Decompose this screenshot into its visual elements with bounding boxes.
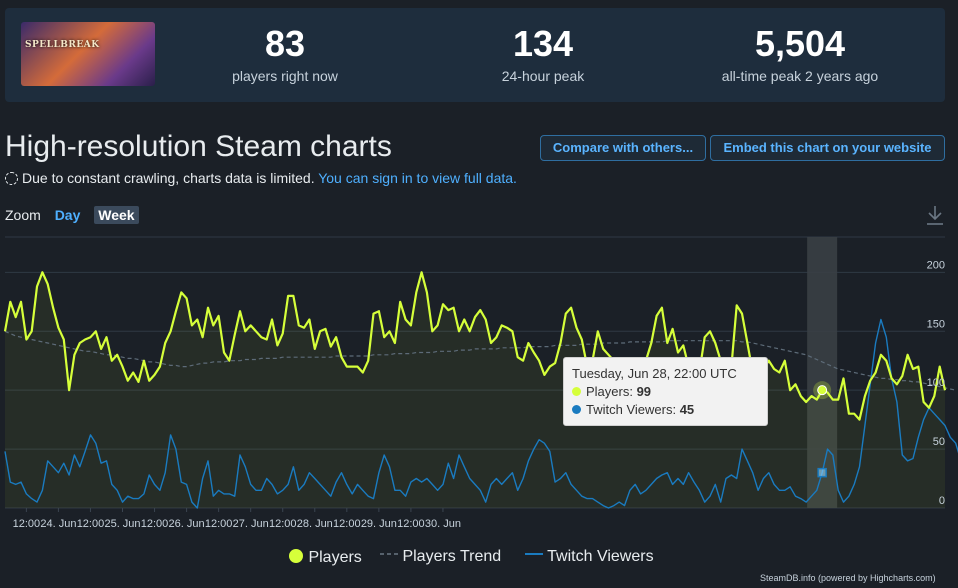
- players-line[interactable]: [3, 271, 947, 421]
- legend-trend-label: Players Trend: [402, 548, 502, 565]
- y-tick-label: 0: [939, 495, 945, 507]
- peak-24h-label: 24-hour peak: [501, 68, 585, 84]
- x-tick-label: 12:00: [205, 518, 233, 530]
- tooltip-twitch-label: Twitch Viewers:: [586, 402, 680, 417]
- tooltip-twitch-value: 45: [679, 402, 695, 417]
- data-limited-notice: Due to constant crawling, charts data is…: [5, 170, 517, 186]
- zoom-day-button[interactable]: Day: [54, 207, 81, 223]
- y-tick-label: 50: [933, 436, 945, 448]
- players-now-label: players right now: [232, 68, 338, 84]
- trend-legend-line-icon: [380, 553, 398, 555]
- loading-circle-icon: [5, 172, 18, 185]
- players-dot-icon: [572, 387, 581, 396]
- players-now-stat: 83 players right now: [205, 23, 365, 85]
- twitch-viewers-line[interactable]: [4, 318, 958, 509]
- players-area: [5, 272, 945, 508]
- page-title: High-resolution Steam charts: [5, 130, 392, 163]
- players-now-value: 83: [264, 23, 306, 64]
- peak-24h-value: 134: [512, 23, 574, 64]
- legend-twitch-label: Twitch Viewers: [547, 548, 654, 565]
- all-time-peak-value: 5,504: [754, 23, 846, 64]
- game-thumbnail[interactable]: SPELLBREAK: [21, 22, 155, 86]
- x-tick-label: 12:00: [269, 518, 297, 530]
- players-hover-point[interactable]: [817, 385, 828, 396]
- zoom-week-button[interactable]: Week: [94, 206, 139, 224]
- zoom-control: Zoom Day Week: [5, 206, 139, 224]
- tooltip-title: Tuesday, Jun 28, 22:00 UTC: [572, 366, 737, 381]
- x-tick-label: 27. Jun: [233, 518, 269, 530]
- game-logo-text: SPELLBREAK: [25, 40, 100, 50]
- chart-credit[interactable]: SteamDB.info (powered by Highcharts.com): [760, 573, 936, 583]
- twitch-hover-point[interactable]: [817, 467, 827, 478]
- legend-players-trend[interactable]: Players Trend: [380, 548, 501, 566]
- tooltip-players-label: Players:: [586, 384, 637, 399]
- y-tick-label: 150: [927, 318, 945, 330]
- x-tick-label: 26. Jun: [169, 518, 205, 530]
- all-time-peak-label: all-time peak 2 years ago: [721, 68, 879, 84]
- stats-bar: SPELLBREAK 83 players right now 134 24-h…: [5, 8, 945, 102]
- chart-grid: [5, 236, 945, 509]
- x-tick-label: 12:00: [397, 518, 425, 530]
- embed-chart-button[interactable]: Embed this chart on your website: [710, 135, 945, 161]
- download-icon[interactable]: [926, 204, 944, 226]
- x-tick-label: 12:00: [13, 518, 41, 530]
- players-trend-line[interactable]: [4, 330, 956, 391]
- legend-twitch-viewers[interactable]: Twitch Viewers: [525, 548, 654, 566]
- twitch-legend-line-icon: [525, 553, 543, 555]
- x-tick-label: 12:00: [77, 518, 105, 530]
- x-tick-label: 29. Jun: [361, 518, 397, 530]
- x-tick-label: 25. Jun: [104, 518, 140, 530]
- x-tick-label: 28. Jun: [297, 518, 333, 530]
- tooltip-twitch-row: Twitch Viewers: 45: [572, 402, 694, 417]
- y-tick-label: 200: [927, 259, 945, 271]
- sign-in-link[interactable]: You can sign in to view full data.: [318, 170, 517, 186]
- twitch-dot-icon: [572, 405, 581, 414]
- legend-players[interactable]: Players: [288, 548, 362, 567]
- legend-players-label: Players: [308, 549, 362, 566]
- notice-text: Due to constant crawling, charts data is…: [22, 170, 315, 186]
- x-tick-label: 12:00: [141, 518, 169, 530]
- x-tick-label: 30. Jun: [425, 518, 461, 530]
- zoom-label: Zoom: [5, 207, 41, 223]
- chart-tooltip: Tuesday, Jun 28, 22:00 UTC Players: 99 T…: [563, 357, 768, 426]
- x-tick-label: 24. Jun: [40, 518, 76, 530]
- x-tick-label: 12:00: [333, 518, 361, 530]
- players-legend-marker-icon: [289, 549, 303, 563]
- all-time-peak-stat: 5,504 all-time peak 2 years ago: [695, 23, 905, 85]
- peak-24h-stat: 134 24-hour peak: [463, 23, 623, 85]
- highlight-band: [807, 237, 838, 508]
- tooltip-players-value: 99: [636, 384, 652, 399]
- compare-button[interactable]: Compare with others...: [540, 135, 706, 161]
- y-tick-label: 100: [927, 377, 945, 389]
- tooltip-players-row: Players: 99: [572, 384, 651, 399]
